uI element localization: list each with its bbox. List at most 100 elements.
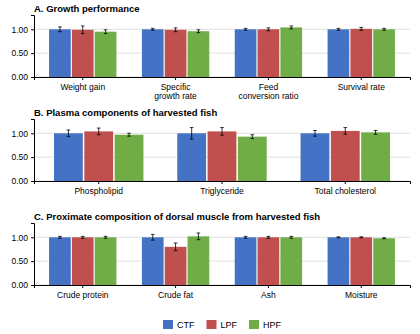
- error-bar: [104, 236, 108, 238]
- error-bar: [58, 236, 62, 238]
- y-tick: 1.00: [11, 25, 34, 35]
- y-tick-mark: [31, 133, 34, 134]
- error-bar: [197, 233, 201, 240]
- series: [72, 237, 372, 285]
- x-tick: Moisture: [345, 285, 378, 300]
- y-tick-label: 1.00: [11, 129, 28, 139]
- error-bar: [190, 128, 194, 139]
- x-axis: PhospholipidTriglycerideTotal cholestero…: [35, 181, 411, 196]
- y-tick: 1.00: [11, 233, 34, 243]
- error-bar: [58, 27, 62, 32]
- legend-item: LPF: [206, 320, 237, 330]
- error-bar: [97, 128, 101, 135]
- bar: [373, 29, 395, 77]
- series: [84, 131, 359, 181]
- x-tick: Survival rate: [338, 77, 386, 92]
- x-tick-label: Moisture: [345, 290, 378, 300]
- bar: [238, 137, 267, 181]
- x-tick-mark: [175, 77, 176, 80]
- x-tick: Ash: [261, 285, 276, 300]
- bar: [331, 131, 360, 181]
- legend-label: CTF: [177, 320, 195, 330]
- x-tick: Total cholesterol: [315, 181, 377, 196]
- y-tick-label: 1.00: [11, 25, 28, 35]
- error-bar: [220, 128, 224, 136]
- grid: [34, 29, 410, 77]
- title: A. Growth performance: [34, 3, 140, 14]
- error-bar: [251, 135, 255, 139]
- series: [115, 132, 390, 181]
- legend-item: HPF: [249, 320, 282, 330]
- bar: [177, 133, 206, 181]
- marks: [49, 233, 395, 285]
- y-axis: 0.000.501.00: [11, 120, 34, 187]
- error-bar: [289, 236, 293, 238]
- y-tick: 0.50: [11, 256, 34, 266]
- y-tick-label: 0.50: [11, 152, 28, 162]
- x-tick-label: Crude fat: [158, 290, 194, 300]
- bar: [280, 27, 302, 77]
- x-tick-mark: [175, 285, 176, 288]
- series: [95, 27, 395, 77]
- bar: [72, 237, 94, 285]
- legend-label: LPF: [220, 320, 237, 330]
- y-tick-mark: [31, 237, 34, 238]
- error-bar: [267, 236, 271, 238]
- error-bar: [67, 130, 71, 137]
- error-bar: [174, 243, 178, 251]
- bar: [49, 237, 71, 285]
- error-bar: [151, 28, 155, 30]
- x-tick-label: Phospholipid: [74, 186, 123, 196]
- bar: [258, 29, 280, 77]
- y-tick: 0.00: [11, 72, 34, 82]
- x-tick-mark: [361, 77, 362, 80]
- bar: [361, 132, 390, 181]
- error-bar: [382, 28, 386, 30]
- x-tick: Feedconversion ratio: [238, 77, 298, 101]
- error-bar: [313, 130, 317, 136]
- x-tick-mark: [361, 285, 362, 288]
- y-tick-mark: [31, 261, 34, 262]
- bar: [328, 29, 350, 77]
- x-tick-label: Survival rate: [338, 82, 386, 92]
- y-tick-mark: [31, 29, 34, 30]
- bar: [84, 131, 113, 181]
- x-tick: Weight gain: [60, 77, 105, 92]
- error-bars: [67, 128, 317, 139]
- bar: [188, 236, 210, 285]
- panel: 0.000.501.00Crude proteinCrude fatAshMoi…: [11, 224, 410, 301]
- bar: [165, 30, 187, 77]
- x-axis: Crude proteinCrude fatAshMoisture: [35, 285, 411, 300]
- x-tick-label: Feedconversion ratio: [238, 82, 298, 101]
- error-bar: [151, 234, 155, 240]
- y-tick-label: 0.00: [11, 72, 28, 82]
- y-tick-mark: [31, 285, 34, 286]
- x-tick-label: Ash: [261, 290, 276, 300]
- x-tick-mark: [222, 181, 223, 184]
- marks: [49, 26, 395, 77]
- error-bar: [343, 128, 347, 135]
- title: C. Proximate composition of dorsal muscl…: [34, 211, 320, 222]
- bar: [350, 237, 372, 285]
- series: [72, 29, 372, 77]
- error-bars: [97, 128, 347, 136]
- legend-swatch: [249, 320, 259, 329]
- y-tick-mark: [31, 53, 34, 54]
- error-bars: [104, 233, 386, 240]
- y-tick: 0.50: [11, 152, 34, 162]
- chart: 0.000.501.00Weight gainSpecificgrowth ra…: [0, 0, 420, 334]
- title: B. Plasma components of harvested fish: [34, 107, 217, 118]
- x-tick-label: Total cholesterol: [315, 186, 377, 196]
- error-bars: [81, 236, 363, 250]
- bar: [235, 29, 257, 77]
- panel: 0.000.501.00PhospholipidTriglycerideTota…: [11, 120, 410, 197]
- y-axis-line: [31, 120, 35, 182]
- bar: [142, 237, 164, 285]
- y-axis-line: [31, 224, 35, 286]
- series: [49, 237, 349, 285]
- series: [49, 29, 349, 77]
- legend-swatch: [163, 320, 173, 329]
- bar: [142, 29, 164, 77]
- bar: [49, 29, 71, 77]
- y-tick: 0.00: [11, 280, 34, 290]
